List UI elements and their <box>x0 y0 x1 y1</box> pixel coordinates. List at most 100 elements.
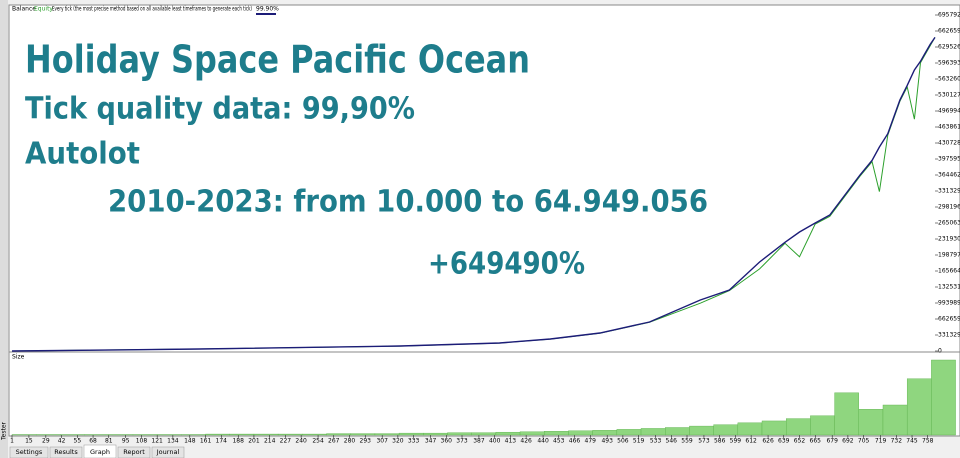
x-tick-label: 81 <box>105 438 113 445</box>
y-tick-label: 69579233 <box>938 12 960 19</box>
y-tick-label: 16566484 <box>938 268 960 275</box>
x-tick-label: 1 <box>10 438 14 445</box>
x-tick-label: 280 <box>344 438 356 445</box>
y-tick-label: 46386155 <box>938 124 960 131</box>
size-bar <box>277 433 303 436</box>
x-tick-label: 612 <box>745 438 757 445</box>
size-bar <box>810 415 835 436</box>
y-tick-label: 0 <box>938 348 942 355</box>
x-tick-label: 705 <box>858 438 870 445</box>
x-tick-label: 453 <box>553 438 565 445</box>
y-tick-label: 49699452 <box>938 108 960 115</box>
overlay-range: 2010-2023: from 10.000 to 64.949.056 <box>108 185 708 220</box>
overlay-lot: Autolot <box>25 137 140 172</box>
x-tick-label: 29 <box>42 438 50 445</box>
size-bar <box>423 432 448 436</box>
x-tick-label: 307 <box>376 438 388 445</box>
size-bar <box>665 427 690 436</box>
x-tick-label: 161 <box>200 438 212 445</box>
x-tick-label: 134 <box>167 438 179 445</box>
size-bar <box>786 418 811 436</box>
legend-equity: Equity <box>34 6 53 13</box>
x-tick-label: 745 <box>906 438 918 445</box>
x-tick-label: 42 <box>58 438 66 445</box>
x-tick-label: 174 <box>216 438 228 445</box>
x-tick-label: 466 <box>569 438 581 445</box>
y-tick-label: 62952639 <box>938 44 960 51</box>
y-tick-label: 43072858 <box>938 140 960 147</box>
legend-balance: Balance <box>12 6 36 13</box>
x-tick-label: 732 <box>891 438 903 445</box>
x-tick-label: 121 <box>151 438 163 445</box>
test-method: Every tick (the most precise method base… <box>52 6 252 13</box>
size-bar <box>398 432 424 436</box>
y-tick-label: 23193078 <box>938 236 960 243</box>
x-tick-label: 440 <box>537 438 549 445</box>
x-tick-label: 665 <box>810 438 822 445</box>
tab-label[interactable]: Report <box>123 448 145 456</box>
size-bar <box>350 433 376 436</box>
x-tick-label: 506 <box>617 438 629 445</box>
tab[interactable] <box>151 446 185 458</box>
x-tick-label: 479 <box>585 438 597 445</box>
y-tick-label: 6626594 <box>938 316 960 323</box>
x-tick-label: 426 <box>520 438 532 445</box>
x-tick-label: 240 <box>295 438 307 445</box>
size-bar <box>592 430 618 436</box>
x-tick-label: 108 <box>136 438 148 445</box>
y-tick-label: 36446265 <box>938 172 960 179</box>
tab-label[interactable]: Settings <box>16 448 43 456</box>
x-tick-label: 188 <box>232 438 244 445</box>
size-bar <box>858 409 884 436</box>
line-balance <box>11 37 936 352</box>
x-tick-label: 493 <box>601 438 613 445</box>
y-tick-label: 59639342 <box>938 60 960 67</box>
x-tick-label: 692 <box>842 438 854 445</box>
y-tick-label: 9939890 <box>938 300 960 307</box>
x-tick-label: 573 <box>698 438 710 445</box>
x-tick-label: 267 <box>328 438 340 445</box>
tab-label[interactable]: Graph <box>90 448 110 456</box>
size-bar <box>326 433 351 436</box>
size-bar <box>495 431 521 436</box>
y-tick-label: 33132968 <box>938 188 960 195</box>
main-panel <box>8 4 960 353</box>
side-label: Tester <box>1 421 8 441</box>
x-tick-label: 559 <box>681 438 693 445</box>
size-bar <box>568 430 593 436</box>
x-tick-label: 293 <box>360 438 372 445</box>
tab-label[interactable]: Results <box>54 448 78 456</box>
tab-label[interactable]: Journal <box>156 448 180 456</box>
size-bar <box>253 433 279 436</box>
tab[interactable] <box>9 446 49 458</box>
size-bar <box>834 392 859 436</box>
size-bar <box>471 432 497 436</box>
tab[interactable] <box>83 444 117 458</box>
x-tick-label: 679 <box>826 438 838 445</box>
x-tick-label: 599 <box>730 438 742 445</box>
y-tick-label: 39759562 <box>938 156 960 163</box>
header: Balance Equity Every tick (the most prec… <box>12 6 279 15</box>
x-tick-label: 387 <box>473 438 485 445</box>
x-tick-label: 55 <box>74 438 82 445</box>
size-bar <box>713 424 739 436</box>
y-tick-label: 13253187 <box>938 284 960 291</box>
x-tick-label: 227 <box>280 438 292 445</box>
y-tick-label: 56326046 <box>938 76 960 83</box>
x-tick-label: 333 <box>408 438 420 445</box>
size-bar <box>205 433 230 436</box>
x-tick-label: 373 <box>456 438 468 445</box>
x-tick-label: 360 <box>441 438 453 445</box>
tab[interactable] <box>49 446 83 458</box>
size-bar <box>640 428 666 436</box>
tab[interactable] <box>117 446 151 458</box>
y-tick-label: 19879781 <box>938 252 960 259</box>
x-tick-label: 586 <box>714 438 726 445</box>
size-bar <box>761 420 787 436</box>
x-tick-label: 533 <box>650 438 662 445</box>
y-tick-label: 66265936 <box>938 28 960 35</box>
size-bar <box>737 422 763 436</box>
y-tick-label: 53012749 <box>938 92 960 99</box>
size-bar <box>544 431 569 436</box>
